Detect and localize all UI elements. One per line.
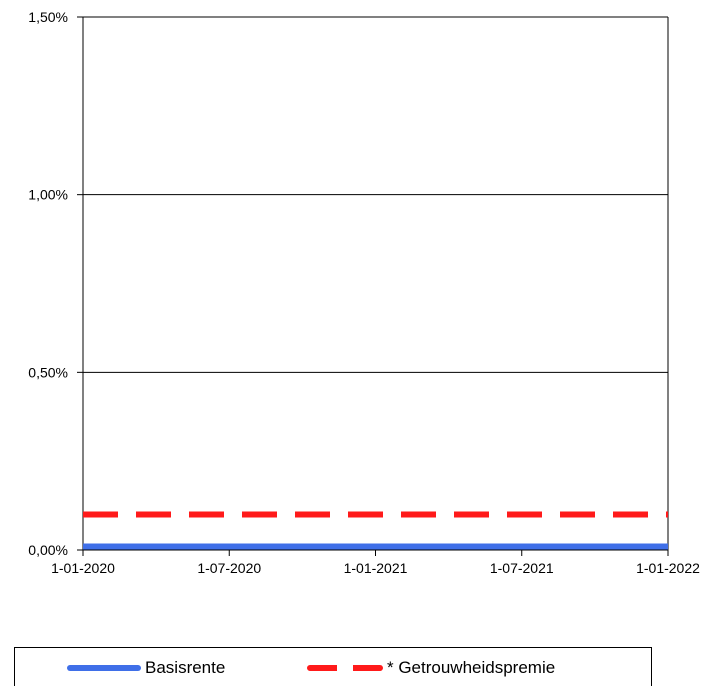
legend-item-getrouwheidspremie: * Getrouwheidspremie: [307, 648, 555, 687]
axes: [77, 16, 669, 556]
y-tick-label: 0,50%: [28, 364, 68, 380]
y-tick-label: 1,00%: [28, 187, 68, 203]
y-tick-labels: 0,00% 0,50% 1,00% 1,50%: [28, 9, 68, 558]
y-tick-label: 1,50%: [28, 9, 68, 25]
legend-swatch-getrouwheidspremie: [307, 664, 383, 671]
x-tick-label: 1-01-2022: [636, 560, 700, 576]
gridlines: [83, 16, 668, 551]
x-tick-labels: 1-01-2020 1-07-2020 1-01-2021 1-07-2021 1-01…: [51, 560, 700, 576]
legend-item-basisrente: Basisrente: [67, 648, 225, 687]
y-tick-label: 0,00%: [28, 542, 68, 558]
legend-swatch-basisrente: [67, 664, 141, 671]
x-tick-label: 1-07-2020: [197, 560, 261, 576]
legend-label-basisrente: Basisrente: [145, 657, 226, 677]
legend: Basisrente * Getrouwheidspremie: [14, 647, 652, 686]
x-tick-label: 1-01-2021: [344, 560, 408, 576]
legend-label-getrouwheidspremie: * Getrouwheidspremie: [387, 657, 556, 677]
series-lines: [83, 511, 668, 550]
x-tick-label: 1-01-2020: [51, 560, 115, 576]
x-tick-label: 1-07-2021: [490, 560, 554, 576]
